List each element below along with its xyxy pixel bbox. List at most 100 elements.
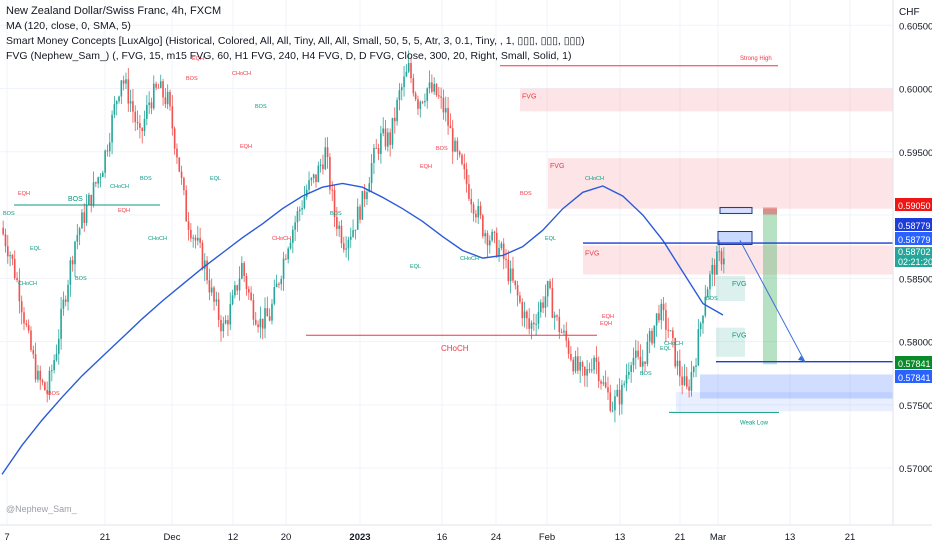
price-tag-bg	[895, 232, 932, 245]
candle-body	[294, 222, 296, 230]
candle-body	[444, 108, 447, 113]
candle-body	[709, 274, 711, 290]
legend-fvg: FVG (Nephew_Sam_) (, FVG, 15, m15 FVG, 6…	[6, 50, 572, 62]
candle-body	[465, 169, 468, 185]
candle-body	[472, 204, 475, 214]
legend-smc: Smart Money Concepts [LuxAlgo] (Historic…	[6, 35, 585, 47]
candle-body	[435, 83, 438, 96]
candle-body	[264, 308, 266, 329]
candle-body	[213, 287, 215, 302]
candle-body	[595, 357, 598, 362]
candle-body	[64, 299, 67, 302]
chart-legend: New Zealand Dollar/Swiss Franc, 4h, FXCM…	[6, 4, 585, 64]
candle-body	[152, 83, 155, 109]
candle-body	[535, 323, 537, 325]
candle-body	[303, 196, 306, 208]
candle-body	[268, 316, 271, 321]
candle-body	[252, 299, 255, 320]
candle-body	[704, 296, 707, 316]
author-watermark: @Nephew_Sam_	[6, 504, 77, 514]
candle-body	[187, 221, 190, 230]
candle-body	[672, 330, 674, 338]
candle-body	[396, 100, 398, 122]
price-tag-label: 0.58702	[898, 247, 931, 257]
fvg-label: FVG	[522, 94, 536, 101]
candle-body	[159, 81, 162, 88]
candle-body	[247, 288, 250, 293]
candle-body	[539, 302, 542, 313]
candle-body	[162, 81, 164, 98]
fvg-zone	[583, 245, 893, 275]
structure-label: BOS	[255, 104, 267, 110]
candle-body	[488, 240, 491, 246]
candle-body	[324, 147, 327, 170]
structure-label: BOS	[75, 276, 87, 282]
candle-body	[433, 83, 435, 92]
candle-body	[498, 248, 500, 257]
candle-body	[639, 356, 642, 367]
candle-body	[308, 180, 310, 190]
candle-body	[618, 389, 621, 405]
x-tick-label: 13	[615, 532, 626, 543]
candle-body	[414, 93, 417, 100]
candle-body	[342, 243, 345, 250]
structure-label: EQH	[18, 191, 30, 197]
candle-body	[18, 280, 21, 302]
candle-body	[6, 246, 9, 257]
candle-body	[9, 255, 11, 257]
structure-label: EQL	[210, 176, 221, 182]
fvg-label: FVG	[732, 281, 746, 288]
candle-body	[81, 212, 83, 229]
candle-body	[48, 370, 51, 395]
candle-body	[354, 229, 357, 231]
x-tick-label: 12	[228, 532, 239, 543]
candle-body	[479, 205, 482, 216]
candle-body	[493, 231, 496, 233]
candle-body	[220, 320, 222, 332]
candle-body	[628, 371, 630, 375]
candle-body	[514, 280, 517, 286]
x-tick-label: Feb	[539, 532, 555, 543]
fvg-label: FVG	[550, 163, 564, 170]
candle-body	[23, 312, 25, 324]
candle-body	[203, 260, 206, 269]
candle-body	[310, 178, 313, 181]
candle-body	[92, 182, 95, 206]
candle-body	[243, 263, 245, 276]
candle-body	[285, 258, 287, 260]
candle-body	[37, 370, 39, 380]
price-tag-label: 0.58779	[898, 221, 931, 231]
candle-body	[101, 172, 104, 177]
candle-body	[296, 211, 299, 223]
candle-body	[660, 303, 663, 321]
candle-body	[127, 79, 130, 104]
candle-body	[553, 315, 556, 318]
candle-body	[238, 278, 241, 291]
candle-body	[558, 316, 561, 333]
candle-body	[528, 318, 530, 329]
candle-body	[44, 382, 46, 391]
candle-body	[537, 312, 540, 324]
candle-body	[227, 320, 229, 325]
candle-body	[428, 82, 431, 89]
candle-body	[257, 324, 259, 328]
structure-label: BOS	[186, 76, 198, 82]
candle-body	[593, 357, 595, 370]
candle-body	[546, 281, 549, 297]
candle-body	[424, 100, 426, 103]
candle-body	[178, 157, 181, 172]
structure-label: EQH	[602, 314, 614, 320]
candle-body	[234, 285, 236, 296]
candle-body	[169, 91, 171, 107]
candle-body	[108, 142, 111, 152]
candle-body	[412, 78, 415, 94]
fvg-zone	[548, 158, 893, 209]
strong-high-label: Strong High	[740, 56, 772, 62]
candle-body	[468, 184, 470, 199]
x-tick-label: 7	[4, 532, 9, 543]
candle-body	[440, 96, 442, 98]
price-tag-bg	[895, 356, 932, 369]
candle-body	[34, 354, 37, 380]
candle-body	[692, 366, 695, 373]
